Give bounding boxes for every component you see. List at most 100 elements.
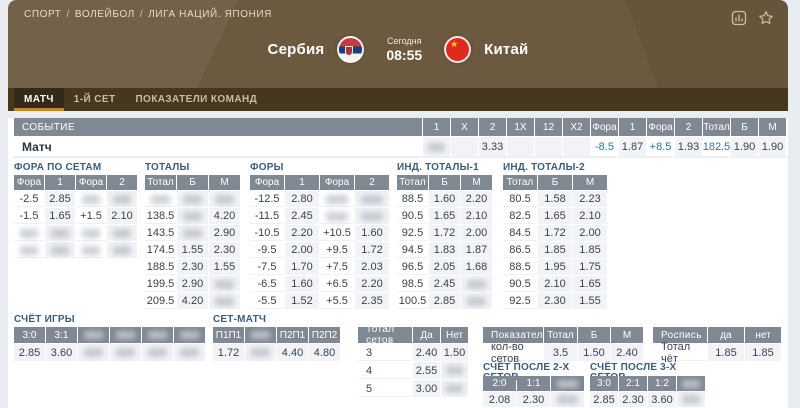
odds-cell[interactable]: 2.00 bbox=[573, 225, 607, 241]
blurred-value bbox=[19, 245, 39, 255]
odds-cell[interactable]: 3.33 bbox=[479, 137, 506, 157]
odds-cell[interactable]: 1.68 bbox=[461, 259, 492, 275]
odds-cell[interactable]: 1.70 bbox=[285, 259, 319, 275]
param-cell: 138.5 bbox=[145, 208, 176, 224]
odds-cell[interactable]: 1.83 bbox=[429, 242, 460, 258]
favorite-star-icon[interactable] bbox=[758, 10, 774, 26]
odds-cell[interactable]: 1.65 bbox=[538, 208, 572, 224]
odds-cell[interactable]: 2.30 bbox=[538, 293, 572, 309]
odds-cell[interactable]: 2.10 bbox=[573, 208, 607, 224]
odds-cell[interactable]: 1.85 bbox=[708, 344, 744, 361]
odds-cell[interactable]: 2.45 bbox=[285, 208, 319, 224]
odds-cell[interactable]: 1.87 bbox=[619, 137, 646, 157]
odds-cell[interactable]: 4.20 bbox=[177, 293, 208, 309]
param-cell: 84.5 bbox=[503, 225, 537, 241]
odds-cell[interactable]: 2.30 bbox=[209, 242, 240, 258]
breadcrumb-item[interactable]: ВОЛЕЙБОЛ bbox=[74, 9, 135, 20]
odds-cell[interactable]: 1.72 bbox=[213, 344, 244, 361]
odds-cell[interactable]: 2.23 bbox=[573, 191, 607, 207]
odds-cell[interactable]: 2.90 bbox=[209, 225, 240, 241]
odds-cell[interactable]: 2.10 bbox=[538, 276, 572, 292]
odds-cell[interactable]: 1.90 bbox=[731, 137, 758, 157]
param-cell: -12.5 bbox=[250, 191, 284, 207]
odds-cell[interactable]: 2.90 bbox=[177, 276, 208, 292]
odds-cell[interactable]: 1.60 bbox=[429, 191, 460, 207]
odds-cell[interactable]: 1.50 bbox=[441, 344, 468, 361]
odds-cell[interactable]: 1.72 bbox=[355, 242, 389, 258]
odds-cell[interactable]: 1.90 bbox=[759, 137, 786, 157]
odds-cell[interactable]: 2.85 bbox=[45, 191, 75, 207]
odds-cell[interactable]: 1.93 bbox=[675, 137, 702, 157]
column-header: Б bbox=[429, 175, 460, 190]
odds-cell[interactable]: 2.20 bbox=[285, 225, 319, 241]
odds-cell[interactable]: 2.00 bbox=[461, 225, 492, 241]
odds-cell[interactable]: 2.20 bbox=[461, 191, 492, 207]
odds-cell[interactable]: 3.60 bbox=[648, 392, 676, 407]
odds-cell[interactable]: 1.58 bbox=[538, 191, 572, 207]
odds-cell[interactable]: 1.52 bbox=[285, 293, 319, 309]
odds-cell[interactable]: 2.30 bbox=[517, 392, 550, 407]
tab[interactable]: ПОКАЗАТЕЛИ КОМАНД bbox=[135, 94, 258, 105]
odds-cell[interactable]: 2.85 bbox=[14, 344, 45, 361]
blurred-value bbox=[361, 211, 383, 221]
match-header: СПОРТ / ВОЛЕЙБОЛ / ЛИГА НАЦИЙ. ЯПОНИЯ Сербия… bbox=[8, 0, 788, 88]
odds-cell[interactable]: 1.55 bbox=[177, 242, 208, 258]
column-header: 1X bbox=[507, 118, 534, 136]
odds-cell[interactable]: 2.20 bbox=[355, 276, 389, 292]
column-header: Фора bbox=[250, 175, 284, 190]
odds-cell[interactable]: 2.30 bbox=[619, 392, 647, 407]
odds-cell[interactable]: 4.20 bbox=[209, 208, 240, 224]
blurred-odds-cell bbox=[177, 208, 208, 224]
odds-cell[interactable]: 2.85 bbox=[429, 293, 460, 309]
odds-cell[interactable]: 4.40 bbox=[277, 344, 308, 361]
odds-cell[interactable]: 1.60 bbox=[355, 225, 389, 241]
odds-cell[interactable]: 2.08 bbox=[483, 392, 516, 407]
param-cell: 88.5 bbox=[503, 259, 537, 275]
odds-cell[interactable]: 2.85 bbox=[590, 392, 618, 407]
odds-cell[interactable]: 1.50 bbox=[578, 344, 610, 361]
odds-cell[interactable]: 1.55 bbox=[209, 259, 240, 275]
param-cell: -10.5 bbox=[250, 225, 284, 241]
odds-cell[interactable]: 1.65 bbox=[573, 276, 607, 292]
odds-cell[interactable]: 2.35 bbox=[355, 293, 389, 309]
odds-cell[interactable]: 2.10 bbox=[461, 208, 492, 224]
blurred-column-header bbox=[110, 327, 141, 343]
statistics-icon[interactable] bbox=[731, 10, 747, 26]
odds-cell[interactable]: 2.80 bbox=[285, 191, 319, 207]
odds-cell[interactable]: 4.80 bbox=[309, 344, 340, 361]
breadcrumb-item[interactable]: ЛИГА НАЦИЙ. ЯПОНИЯ bbox=[148, 9, 273, 20]
odds-cell[interactable]: 2.45 bbox=[429, 276, 460, 292]
param-cell: 82.5 bbox=[503, 208, 537, 224]
odds-cell[interactable]: 2.55 bbox=[413, 362, 440, 379]
odds-cell[interactable]: 3.00 bbox=[413, 380, 440, 397]
tab[interactable]: 1-Й СЕТ bbox=[73, 94, 116, 105]
odds-cell[interactable]: 1.65 bbox=[45, 208, 75, 224]
odds-cell[interactable]: 1.65 bbox=[429, 208, 460, 224]
odds-cell[interactable]: 1.85 bbox=[538, 242, 572, 258]
away-team-name: Китай bbox=[484, 41, 529, 58]
odds-cell[interactable]: 2.00 bbox=[285, 242, 319, 258]
breadcrumb-item[interactable]: СПОРТ bbox=[24, 9, 62, 20]
odds-cell[interactable]: 1.95 bbox=[538, 259, 572, 275]
column-header: Б bbox=[177, 175, 208, 190]
odds-cell[interactable]: 1.60 bbox=[285, 276, 319, 292]
odds-cell[interactable]: 2.40 bbox=[611, 344, 643, 361]
odds-cell[interactable]: 1.87 bbox=[461, 242, 492, 258]
odds-cell[interactable]: 2.05 bbox=[429, 259, 460, 275]
odds-cell[interactable]: 1.55 bbox=[573, 293, 607, 309]
odds-cell[interactable]: 3.5 bbox=[544, 344, 577, 361]
odds-cell[interactable]: 1.85 bbox=[745, 344, 781, 361]
odds-cell[interactable]: 3.60 bbox=[46, 344, 77, 361]
odds-cell[interactable]: 2.40 bbox=[413, 344, 440, 361]
odds-cell[interactable]: 2.30 bbox=[177, 259, 208, 275]
odds-cell[interactable]: 2.03 bbox=[355, 259, 389, 275]
odds-cell[interactable]: 1.85 bbox=[573, 242, 607, 258]
param-cell: Матч bbox=[14, 137, 422, 157]
odds-cell[interactable]: 1.72 bbox=[429, 225, 460, 241]
blurred-odds-cell bbox=[76, 191, 106, 207]
tab[interactable]: МАТЧ bbox=[14, 88, 64, 111]
odds-cell[interactable]: 2.10 bbox=[107, 208, 137, 224]
home-team-name: Сербия bbox=[267, 41, 325, 58]
odds-cell[interactable]: 1.75 bbox=[573, 259, 607, 275]
odds-cell[interactable]: 1.72 bbox=[538, 225, 572, 241]
